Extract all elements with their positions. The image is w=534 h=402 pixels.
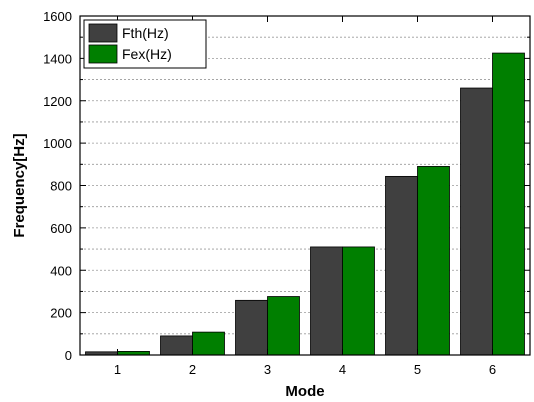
- bar-fex-mode-3: [267, 296, 300, 356]
- y-tick-label: 800: [50, 179, 72, 194]
- x-tick-label: 5: [414, 362, 421, 377]
- x-tick-label: 6: [489, 362, 496, 377]
- y-tick-label: 600: [50, 221, 72, 236]
- bar-fth-mode-6: [460, 87, 493, 356]
- gridlines: [80, 36, 530, 335]
- x-tick-label: 1: [114, 362, 121, 377]
- y-tick-label: 0: [65, 348, 72, 363]
- bar-fth-mode-3: [235, 299, 268, 356]
- x-tick-label: 4: [339, 362, 346, 377]
- y-tick-label: 1000: [43, 136, 72, 151]
- y-tick-label: 400: [50, 263, 72, 278]
- x-tick-label: 3: [264, 362, 271, 377]
- legend-label-fex: Fex(Hz): [122, 46, 172, 62]
- legend-swatch-fth: [88, 23, 118, 43]
- x-tick-label: 2: [189, 362, 196, 377]
- bars: [85, 52, 525, 356]
- y-tick-label: 1400: [43, 51, 72, 66]
- y-tick-label: 1200: [43, 94, 72, 109]
- ticks: 0 200 400 600 800 1000 1200 1400 1600 1 2 3 4 5 6: [43, 9, 530, 377]
- x-axis-title: Mode: [285, 383, 324, 400]
- legend: Fth(Hz) Fex(Hz): [83, 19, 207, 69]
- bar-fth-mode-5: [385, 175, 418, 356]
- bar-fex-mode-4: [342, 246, 375, 356]
- y-axis-title: Frequency[Hz]: [11, 133, 28, 237]
- bar-fth-mode-4: [310, 246, 343, 356]
- bar-fex-mode-2: [192, 331, 225, 356]
- legend-swatch-fex: [88, 44, 118, 64]
- y-tick-label: 1600: [43, 9, 72, 24]
- y-tick-label: 200: [50, 306, 72, 321]
- legend-label-fth: Fth(Hz): [122, 25, 169, 41]
- bar-fth-mode-2: [160, 335, 193, 356]
- bar-fex-mode-6: [492, 52, 525, 356]
- bar-fex-mode-5: [417, 166, 450, 356]
